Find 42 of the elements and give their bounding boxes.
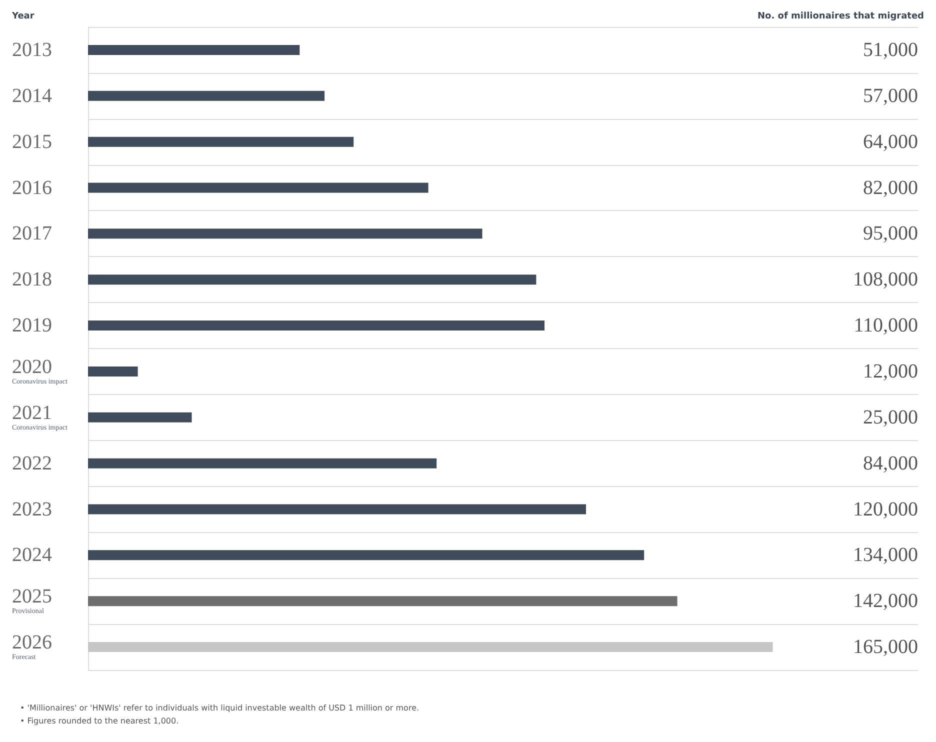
data-label: 134,000: [853, 544, 918, 566]
data-label: 142,000: [853, 590, 918, 612]
data-label: 120,000: [853, 498, 918, 520]
data-label: 165,000: [853, 636, 918, 658]
bar: [88, 642, 773, 652]
data-label: 64,000: [863, 130, 918, 153]
data-label: 108,000: [853, 268, 918, 291]
data-label: 110,000: [854, 314, 918, 337]
bar: [88, 458, 437, 468]
y-tick-label: 2022: [12, 452, 52, 474]
y-tick-label: 2016: [12, 176, 52, 199]
data-label: 95,000: [863, 222, 918, 245]
y-tick-label: 2013: [12, 38, 52, 61]
y-tick-label: 2019: [12, 314, 52, 337]
y-tick-label: 2024: [12, 544, 52, 566]
bar: [88, 366, 138, 376]
bar: [88, 90, 325, 101]
data-label: 82,000: [863, 176, 918, 199]
bar: [88, 320, 544, 331]
bar: [88, 550, 644, 560]
y-tick-label: 2017: [12, 222, 52, 245]
bar: [88, 136, 354, 147]
y-tick-label: 2014: [12, 84, 52, 107]
data-label: 84,000: [863, 452, 918, 474]
bar: [88, 412, 192, 422]
text: • Figures rounded to the nearest 1,000.: [20, 716, 179, 726]
text: • 'Millionaires' or 'HNWIs' refer to individuals with liquid investable wealth of USD 1 million or more.: [20, 704, 420, 712]
x-axis-title: No. of millionaires that migrated: [758, 12, 924, 22]
y-tick-label: 2018: [12, 268, 52, 291]
data-label: 12,000: [863, 360, 918, 382]
bar: [88, 274, 536, 285]
bar: [88, 504, 586, 514]
bar: [88, 182, 428, 193]
y-axis-title: Year: [11, 12, 35, 22]
bar: [88, 228, 482, 239]
data-label: 25,000: [863, 406, 918, 428]
bar: [88, 596, 678, 606]
data-label: 57,000: [863, 84, 918, 107]
bar: [88, 44, 300, 55]
y-tick-label: 2015: [12, 130, 52, 153]
y-tick-label: 2023: [12, 498, 52, 520]
data-label: 51,000: [863, 38, 918, 61]
